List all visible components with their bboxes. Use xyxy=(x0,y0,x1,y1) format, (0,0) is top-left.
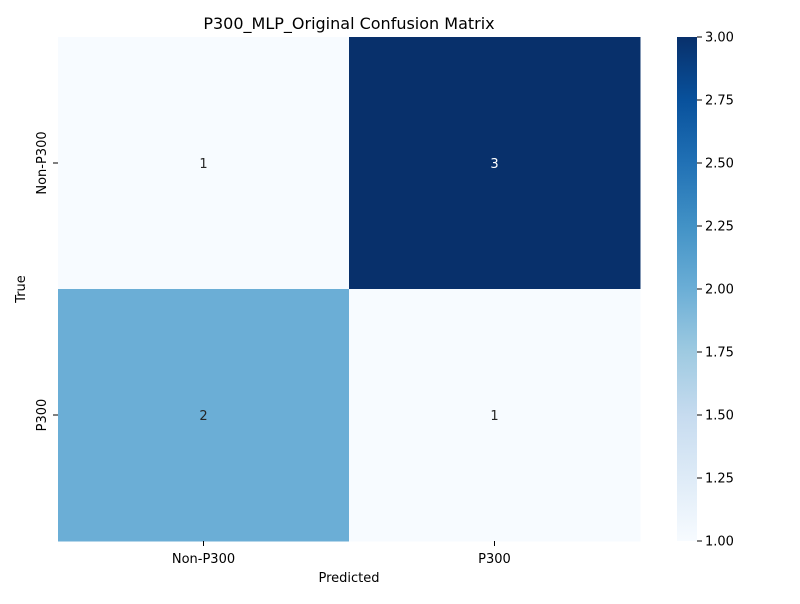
colorbar xyxy=(677,37,697,541)
y-axis: Non-P300 P300 xyxy=(35,131,58,431)
colorbar-tick-label: 2.00 xyxy=(705,283,734,298)
x-axis: Non-P300 P300 xyxy=(172,541,511,567)
colorbar-tick-label: 1.25 xyxy=(705,472,734,487)
heatmap-cells xyxy=(58,37,641,542)
colorbar-tick-label: 1.50 xyxy=(705,409,734,424)
x-axis-label: Predicted xyxy=(318,571,379,586)
heatmap-cell-value: 1 xyxy=(490,409,498,424)
colorbar-tick-label: 3.00 xyxy=(705,31,734,46)
colorbar-ticks: 1.00 1.25 1.50 1.75 2.00 2.25 2.50 2.75 3.00 xyxy=(697,31,734,550)
heatmap-cell xyxy=(349,37,641,290)
colorbar-tick-label: 2.50 xyxy=(705,157,734,172)
heatmap-cell xyxy=(58,37,350,290)
y-tick-label: P300 xyxy=(35,399,50,432)
colorbar-tick-label: 1.75 xyxy=(705,346,734,361)
heatmap-cell xyxy=(349,289,641,542)
x-tick-label: P300 xyxy=(478,552,511,567)
chart-title: P300_MLP_Original Confusion Matrix xyxy=(203,14,494,34)
heatmap-cell-value: 3 xyxy=(490,157,498,172)
heatmap-cell-value: 1 xyxy=(199,157,207,172)
colorbar-tick-label: 2.25 xyxy=(705,220,734,235)
heatmap-cell-value: 2 xyxy=(199,409,207,424)
x-tick-label: Non-P300 xyxy=(172,552,235,567)
heatmap-cell xyxy=(58,289,350,542)
y-axis-label: True xyxy=(14,275,29,304)
y-tick-label: Non-P300 xyxy=(35,131,50,194)
colorbar-tick-label: 2.75 xyxy=(705,94,734,109)
heatmap-cell-labels: 1 3 2 1 xyxy=(199,157,498,424)
colorbar-tick-label: 1.00 xyxy=(705,535,734,550)
